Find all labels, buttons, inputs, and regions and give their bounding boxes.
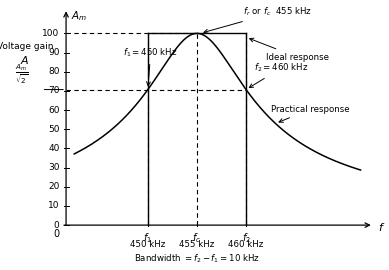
Text: $f_c$: $f_c$ [193,231,202,245]
Text: 70: 70 [48,86,60,95]
Text: $f_2$: $f_2$ [242,231,251,245]
Text: $f_2 = 460$ kHz: $f_2 = 460$ kHz [249,62,309,87]
Text: 450 kHz: 450 kHz [130,241,165,249]
Text: $f_1$: $f_1$ [144,231,152,245]
Text: Practical response: Practical response [271,105,349,122]
Text: 40: 40 [48,144,60,153]
Text: 30: 30 [48,163,60,172]
Text: Voltage gain: Voltage gain [0,42,53,51]
Text: 0: 0 [53,229,60,239]
Text: $A$: $A$ [21,54,30,66]
Text: $A_m$: $A_m$ [71,9,87,23]
Text: $f$: $f$ [378,221,385,233]
Text: Bandwidth $= f_2 - f_1 = 10$ kHz: Bandwidth $= f_2 - f_1 = 10$ kHz [134,253,260,265]
Text: 10: 10 [48,201,60,210]
Text: 60: 60 [48,106,60,114]
Text: 0: 0 [54,221,60,229]
Text: $f_1 = 450$ kHz: $f_1 = 450$ kHz [123,46,178,86]
Text: 455 kHz: 455 kHz [179,241,215,249]
Text: 20: 20 [48,182,60,191]
Text: $f_r$ or $f_c$  455 kHz: $f_r$ or $f_c$ 455 kHz [204,6,312,33]
Text: 100: 100 [42,29,60,38]
Text: Ideal response: Ideal response [250,38,329,62]
Text: $\frac{A_m}{\sqrt{2}}$: $\frac{A_m}{\sqrt{2}}$ [15,62,28,86]
Text: 50: 50 [48,125,60,134]
Text: 80: 80 [48,67,60,76]
Text: 90: 90 [48,48,60,57]
Text: 460 kHz: 460 kHz [228,241,264,249]
